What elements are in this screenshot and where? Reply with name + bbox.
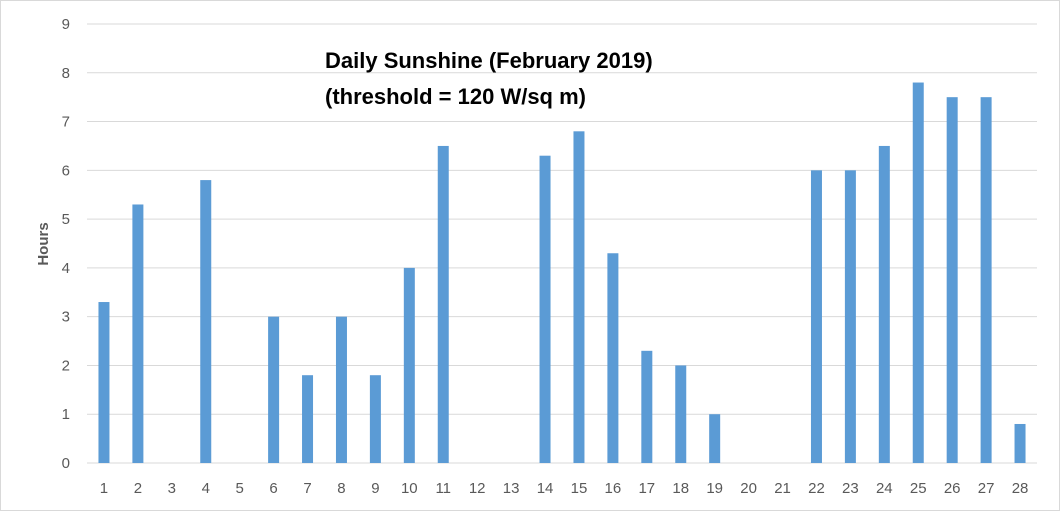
x-tick-label: 19 [706,480,723,497]
x-tick-label: 21 [774,480,791,497]
bar-day-28 [1014,423,1026,463]
bar-day-22 [810,170,822,464]
x-tick-labels: 1 2 3 4 5 6 7 8 9 10 11 12 13 14 15 16 17 18 19 20 21 22 23 24 2… [100,480,1029,497]
x-tick-label: 26 [944,480,961,497]
bar-day-19 [709,414,721,463]
bar-day-11 [437,145,449,463]
y-tick-label: 4 [62,260,70,277]
x-tick-label: 3 [168,480,176,497]
x-tick-label: 8 [337,480,345,497]
x-tick-label: 10 [401,480,418,497]
x-tick-label: 24 [876,480,893,497]
bar-day-4 [200,180,212,464]
y-tick-label: 1 [62,406,70,423]
x-tick-label: 28 [1012,480,1029,497]
gridlines [87,23,1037,464]
bar-day-16 [607,253,619,463]
y-axis-label: Hours [35,222,52,265]
bar-day-24 [878,145,890,463]
x-tick-label: 11 [435,480,451,497]
x-tick-label: 16 [605,480,622,497]
x-tick-label: 27 [978,480,995,497]
x-tick-label: 18 [672,480,689,497]
x-tick-label: 22 [808,480,825,497]
y-tick-label: 6 [62,162,70,179]
bar-day-2 [132,204,144,463]
bar-day-23 [844,170,856,464]
y-tick-label: 3 [62,309,70,326]
bar-day-14 [539,155,551,463]
y-tick-label: 7 [62,114,70,131]
x-tick-label: 1 [100,480,108,497]
x-tick-label: 14 [537,480,554,497]
y-tick-label: 8 [62,65,70,82]
bar-day-10 [403,267,415,463]
x-tick-label: 17 [638,480,655,497]
y-tick-labels: 0 1 2 3 4 5 6 7 8 9 [62,16,70,472]
bar-day-25 [912,82,924,464]
chart-title-line-2: (threshold = 120 W/sq m) [325,84,586,109]
bar-day-15 [573,131,585,464]
x-tick-label: 13 [503,480,520,497]
x-tick-label: 12 [469,480,486,497]
x-tick-label: 7 [303,480,311,497]
chart-title-line-1: Daily Sunshine (February 2019) [325,48,653,73]
x-tick-label: 15 [571,480,588,497]
x-tick-label: 5 [236,480,244,497]
x-tick-label: 20 [740,480,757,497]
y-tick-label: 2 [62,357,70,374]
x-tick-label: 2 [134,480,142,497]
x-tick-label: 25 [910,480,927,497]
bar-day-26 [946,97,958,464]
bar-day-27 [980,97,992,464]
x-tick-label: 4 [202,480,210,497]
bars [98,82,1026,464]
x-tick-label: 9 [371,480,379,497]
bar-day-17 [641,350,653,463]
bar-day-1 [98,302,110,463]
bar-day-8 [335,316,347,463]
bar-day-9 [369,375,381,463]
y-tick-label: 0 [62,455,70,472]
x-tick-label: 6 [269,480,277,497]
bar-day-7 [302,375,314,463]
bar-day-6 [268,316,280,463]
y-tick-label: 9 [62,16,70,33]
x-tick-label: 23 [842,480,859,497]
bar-day-18 [675,365,687,463]
y-tick-label: 5 [62,211,70,228]
